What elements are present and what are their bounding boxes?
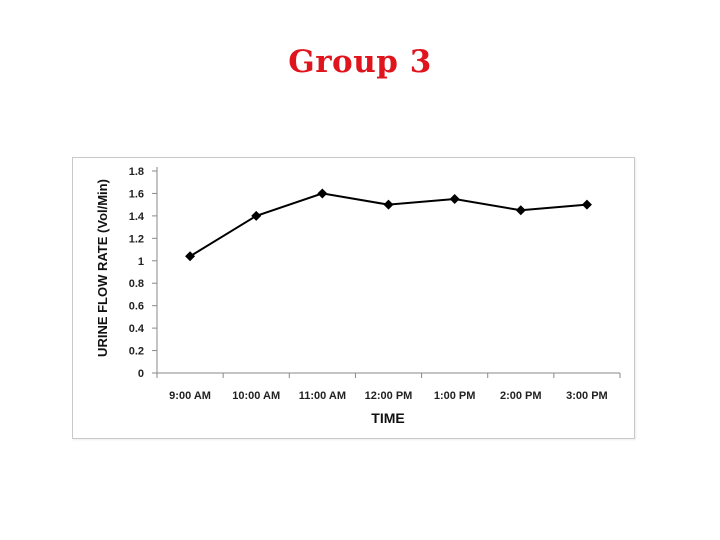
data-point-marker xyxy=(449,194,460,205)
y-tick-label: 0.8 xyxy=(129,278,144,290)
data-point-marker xyxy=(515,205,526,216)
x-axis-title: TIME xyxy=(371,410,404,426)
y-tick-label: 1.8 xyxy=(129,166,144,178)
y-tick-label: 1 xyxy=(138,256,144,268)
y-tick-label: 0.4 xyxy=(129,323,145,335)
y-tick-label: 0.2 xyxy=(129,346,144,358)
chart-axes xyxy=(152,167,621,378)
x-tick-label: 1:00 PM xyxy=(434,390,476,402)
data-point-marker xyxy=(251,210,262,221)
chart-frame xyxy=(72,157,635,439)
data-point-marker xyxy=(383,199,394,210)
data-series xyxy=(185,188,592,262)
x-tick-label: 11:00 AM xyxy=(299,390,346,402)
y-axis-title: URINE FLOW RATE (Vol/Min) xyxy=(95,179,110,357)
data-point-marker xyxy=(185,251,196,262)
data-point-marker xyxy=(581,199,592,210)
x-tick-label: 9:00 AM xyxy=(169,390,211,402)
y-tick-labels: 0 0.2 0.4 0.6 0.8 1 1.2 1.4 1.6 1.8 xyxy=(129,166,145,380)
y-tick-label: 1.6 xyxy=(129,188,144,200)
y-tick-label: 0 xyxy=(138,368,144,380)
x-tick-label: 3:00 PM xyxy=(566,390,608,402)
x-tick-label: 2:00 PM xyxy=(500,390,542,402)
y-tick-label: 1.4 xyxy=(129,211,145,223)
slide-title: Group 3 xyxy=(288,44,432,80)
x-tick-label: 12:00 PM xyxy=(365,390,413,402)
x-tick-labels: 9:00 AM 10:00 AM 11:00 AM 12:00 PM 1:00 PM 2:… xyxy=(169,390,608,402)
data-point-marker xyxy=(317,188,328,199)
y-tick-label: 1.2 xyxy=(129,233,144,245)
x-tick-label: 10:00 AM xyxy=(232,390,280,402)
y-tick-label: 0.6 xyxy=(129,301,144,313)
